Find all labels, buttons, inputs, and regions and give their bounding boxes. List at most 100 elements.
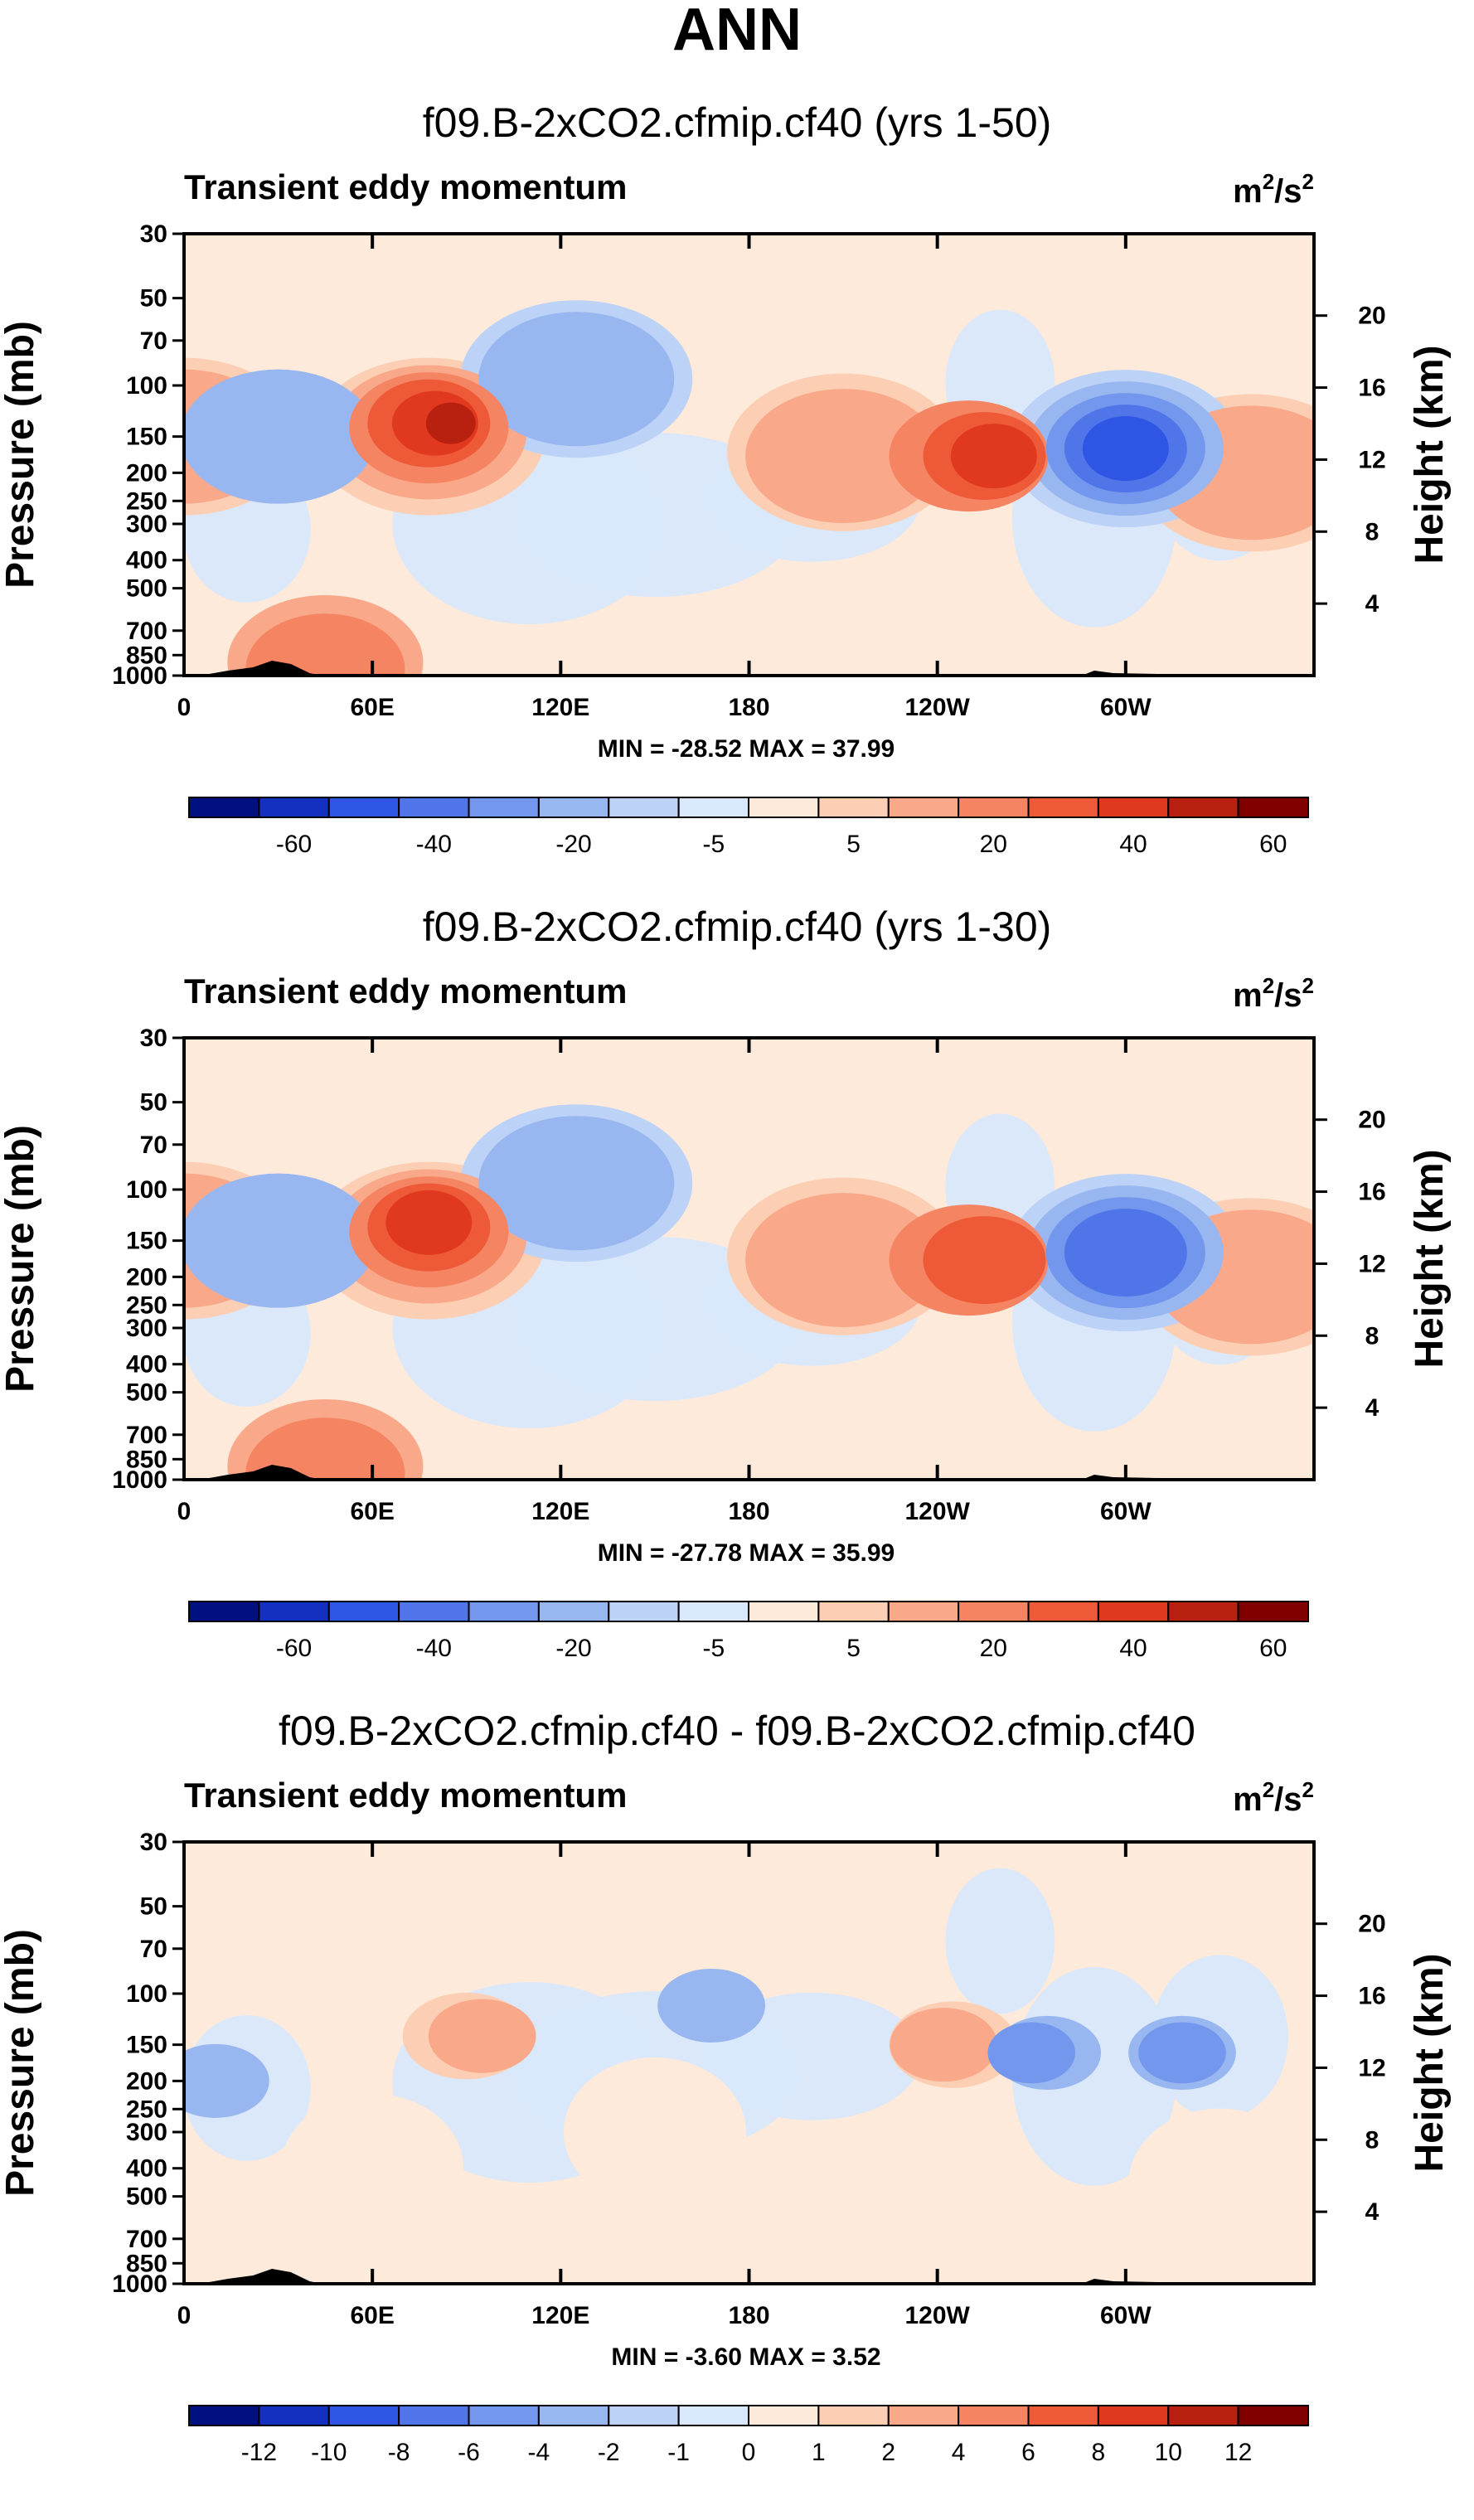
colorbar-swatch <box>608 1601 680 1622</box>
colorbar-swatch <box>537 2405 610 2426</box>
contour-level-neg2 <box>478 312 675 447</box>
y-tick-label: 70 <box>140 1936 167 1963</box>
colorbar-swatch <box>1167 2405 1239 2426</box>
y-tick-label: 500 <box>126 2183 167 2211</box>
y2-tick-label: 16 <box>1358 1983 1385 2010</box>
colorbar-swatch <box>887 1601 960 1622</box>
colorbar-swatch <box>537 1601 610 1622</box>
y-tick-label: 100 <box>126 372 167 400</box>
colorbar-label: 60 <box>1259 1635 1287 1662</box>
colorbar-label: -40 <box>416 1635 452 1662</box>
y-tick-label: 50 <box>140 1893 167 1921</box>
contour-level-pos2 <box>745 1193 942 1328</box>
y2-tick-label: 20 <box>1358 1911 1385 1938</box>
y-tick-label: 70 <box>140 327 167 355</box>
y-axis-label: Pressure (mb) <box>0 1125 42 1393</box>
min-max-stats: MIN = -28.52 MAX = 37.99 <box>598 735 895 763</box>
min-max-stats: MIN = -3.60 MAX = 3.52 <box>611 2343 880 2371</box>
colorbar-label: 0 <box>742 2439 756 2466</box>
y-tick-label: 850 <box>126 1446 167 1473</box>
y-tick-label: 100 <box>126 1176 167 1204</box>
y2-tick-label: 12 <box>1358 1250 1385 1277</box>
y-tick-label: 500 <box>126 1379 167 1407</box>
y2-axis-label: Height (km) <box>1408 1954 1452 2173</box>
contour-field <box>184 1038 1314 1480</box>
colorbar-label: 12 <box>1224 2439 1252 2466</box>
y-tick-label: 300 <box>126 511 167 538</box>
x-tick-label: 60E <box>350 2302 394 2329</box>
y-tick-label: 250 <box>126 2096 167 2123</box>
weak-contour-region <box>783 2121 966 2271</box>
colorbar-swatch <box>398 2405 470 2426</box>
left-title: Transient eddy momentum <box>184 167 627 206</box>
contour-level-pos2 <box>890 2008 998 2082</box>
y-tick-label: 30 <box>140 1829 167 1856</box>
contour-field <box>184 234 1314 676</box>
colorbar-swatch <box>188 1601 260 1622</box>
y2-tick-label: 20 <box>1358 303 1385 330</box>
colorbar-swatch <box>1097 1601 1170 1622</box>
colorbar-swatch <box>748 2405 820 2426</box>
weak-contour-region <box>945 1868 1055 2014</box>
colorbar-swatch <box>748 1601 820 1622</box>
colorbar-swatch <box>1097 797 1170 818</box>
colorbar-swatch <box>817 1601 890 1622</box>
contour-level-pos5 <box>950 424 1037 489</box>
weak-contour-region <box>1128 2108 1312 2258</box>
contour-level-neg2 <box>184 369 376 504</box>
colorbar-swatch <box>887 2405 960 2426</box>
colorbar-swatch <box>677 2405 749 2426</box>
y-tick-label: 700 <box>126 1422 167 1449</box>
y-tick-label: 30 <box>140 1025 167 1052</box>
x-tick-label: 60E <box>350 1498 394 1525</box>
y2-tick-label: 4 <box>1365 2198 1379 2226</box>
y-tick-label: 1000 <box>112 2270 167 2298</box>
contour-level-pos5 <box>385 1190 473 1255</box>
x-tick-label: 120W <box>904 694 970 721</box>
colorbar-swatch <box>258 797 330 818</box>
x-tick-label: 120E <box>531 694 589 721</box>
colorbar-swatch <box>1027 2405 1099 2426</box>
panel-title: f09.B-2xCO2.cfmip.cf40 (yrs 1-50) <box>423 99 1052 146</box>
panel-2: f09.B-2xCO2.cfmip.cf40 (yrs 1-30) Transie… <box>0 904 1452 1662</box>
y-tick-label: 50 <box>140 1089 167 1117</box>
colorbar-swatch <box>608 797 680 818</box>
y-tick-label: 50 <box>140 285 167 313</box>
x-tick-label: 0 <box>177 1498 192 1525</box>
colorbar-swatch <box>817 2405 890 2426</box>
colorbar-label: 6 <box>1021 2439 1035 2466</box>
colorbar-swatch <box>327 2405 400 2426</box>
colorbar-swatch <box>327 797 400 818</box>
colorbar-swatch <box>468 2405 540 2426</box>
colorbar-swatch <box>887 797 960 818</box>
contour-level-neg2 <box>184 2043 269 2118</box>
y2-axis-label: Height (km) <box>1408 346 1452 565</box>
y-tick-label: 700 <box>126 2226 167 2253</box>
min-max-stats: MIN = -27.78 MAX = 35.99 <box>598 1539 895 1567</box>
colorbar-label: 10 <box>1155 2439 1182 2466</box>
y2-tick-label: 4 <box>1365 1394 1379 1422</box>
colorbar-label: -5 <box>702 831 725 858</box>
colorbar-label: 5 <box>846 1635 861 1662</box>
x-tick-label: 0 <box>177 2302 192 2329</box>
contour-level-neg2 <box>478 1116 675 1251</box>
colorbar-swatch <box>677 797 749 818</box>
x-tick-label: 120W <box>904 1498 970 1525</box>
y2-tick-label: 16 <box>1358 375 1385 402</box>
units-label: m2/s2 <box>1233 1777 1314 1818</box>
colorbar-label: 20 <box>980 1635 1007 1662</box>
y2-tick-label: 12 <box>1358 2054 1385 2081</box>
colorbar-swatch <box>188 2405 260 2426</box>
contour-level-neg2 <box>184 1173 376 1308</box>
contour-level-neg3 <box>987 2022 1076 2084</box>
y-tick-label: 250 <box>126 1292 167 1319</box>
contour-level-pos2 <box>428 1999 536 2073</box>
y2-tick-label: 8 <box>1365 1322 1379 1350</box>
colorbar-swatch <box>468 1601 540 1622</box>
colorbar-label: 40 <box>1119 831 1147 858</box>
y-tick-label: 850 <box>126 642 167 669</box>
x-tick-label: 60E <box>350 694 394 721</box>
colorbar-label: -8 <box>388 2439 410 2466</box>
colorbar-label: -20 <box>555 1635 591 1662</box>
main-title: ANN <box>672 0 802 63</box>
